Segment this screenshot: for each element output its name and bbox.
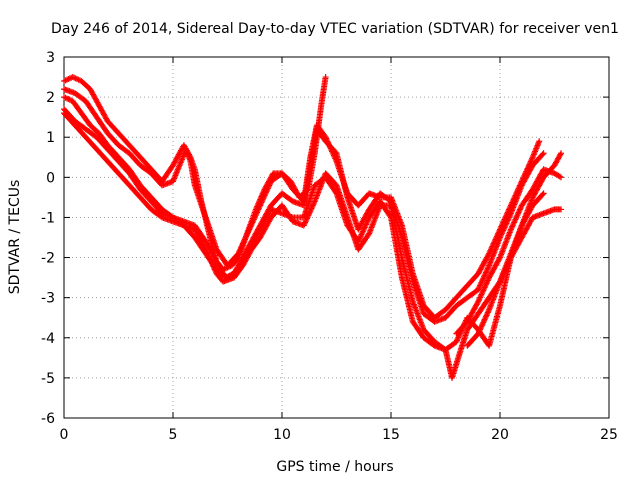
data-point: [496, 255, 503, 262]
y-tick-label: 0: [46, 170, 55, 186]
x-axis-label: GPS time / hours: [276, 459, 393, 475]
y-tick-label: 3: [46, 50, 55, 66]
y-axis: -6 -5 -4 -3 -2 -1 0 1 2 3: [41, 50, 609, 427]
series-track-5: [61, 86, 543, 321]
y-tick-label: -4: [41, 331, 55, 347]
data-point: [540, 150, 547, 157]
x-axis: 0 5 10 15 20 25: [60, 57, 618, 443]
data-point: [332, 189, 339, 196]
plot-frame: [63, 56, 610, 419]
data-point: [485, 251, 492, 258]
y-axis-label: SDTVAR / TECUs: [7, 180, 23, 295]
x-tick-label: 20: [491, 427, 509, 443]
y-tick-label: -2: [41, 251, 55, 267]
series-track-7: [453, 166, 565, 337]
x-tick-label: 15: [382, 427, 400, 443]
chart-title: Day 246 of 2014, Sidereal Day-to-day VTE…: [51, 21, 619, 37]
y-tick-label: -1: [41, 210, 55, 226]
x-tick-label: 0: [60, 427, 69, 443]
series-track-6: [464, 206, 565, 349]
data-point: [558, 206, 565, 213]
data-point: [474, 300, 481, 307]
data-point: [536, 138, 543, 145]
y-tick-label: 2: [46, 90, 55, 106]
series-track-2: [61, 94, 547, 325]
data-point: [556, 173, 563, 180]
y-tick-label: 1: [46, 130, 55, 146]
grid: [64, 57, 609, 418]
data-series: [61, 74, 565, 381]
data-point: [539, 151, 546, 158]
data-point: [557, 151, 564, 158]
y-tick-label: -5: [41, 371, 55, 387]
y-tick-label: -3: [41, 291, 55, 307]
data-point: [539, 191, 546, 198]
data-point: [322, 74, 329, 81]
data-point: [540, 190, 547, 197]
x-tick-label: 25: [600, 427, 618, 443]
data-point: [558, 150, 565, 157]
data-point: [387, 213, 394, 220]
y-tick-label: -6: [41, 411, 55, 427]
x-tick-label: 10: [273, 427, 291, 443]
data-point: [558, 174, 565, 181]
x-tick-label: 5: [169, 427, 178, 443]
